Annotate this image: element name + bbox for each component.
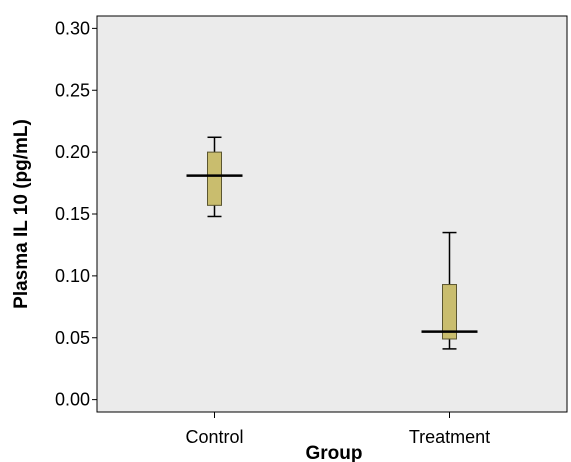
y-axis: 0.30 0.25 0.20 0.15 0.10 0.05 0.00 — [55, 18, 97, 410]
y-tick-label: 0.15 — [55, 204, 90, 224]
box-control — [186, 136, 243, 218]
plot-area — [96, 15, 568, 413]
x-axis-title: Group — [306, 443, 363, 462]
box-treatment — [421, 231, 478, 350]
iqr-box — [207, 151, 222, 206]
x-tick-label: Control — [185, 427, 243, 447]
y-tick-label: 0.25 — [55, 80, 90, 100]
box-series — [186, 136, 478, 350]
y-tick-label: 0.05 — [55, 328, 90, 348]
y-tick-label: 0.00 — [55, 390, 90, 410]
y-axis-title: Plasma IL 10 (pg/mL) — [11, 119, 32, 309]
x-axis: Control Treatment — [185, 412, 490, 447]
y-tick-label: 0.20 — [55, 142, 90, 162]
y-tick-label: 0.10 — [55, 266, 90, 286]
x-tick-label: Treatment — [409, 427, 490, 447]
y-tick-label: 0.30 — [55, 18, 90, 38]
iqr-box — [442, 284, 457, 340]
